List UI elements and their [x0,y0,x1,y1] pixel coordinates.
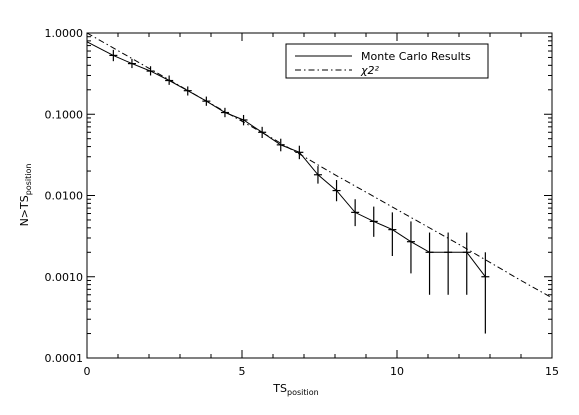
y-axis-label: N>TSposition [18,164,33,227]
x-axis-label-sub: position [287,388,319,397]
legend-box [285,43,489,79]
y-axis-ticks: 1.0000 0.1000 0.0100 0.0010 0.0001 [45,27,552,365]
y-axis-label-main: N>TS [18,195,31,226]
x-tick-label: 15 [545,365,559,378]
plot-frame [86,32,553,359]
y-tick-label: 0.0010 [45,271,84,284]
x-axis-ticks: 0 5 10 15 [84,33,559,378]
legend-label-monte-carlo: Monte Carlo Results [361,50,471,63]
series-line-1 [86,32,553,299]
y-axis-label-sub: position [24,164,33,196]
x-tick-label: 0 [84,365,91,378]
y-tick-label: 0.0001 [45,352,84,365]
x-tick-label: 10 [390,365,404,378]
legend-label-chi2: χ2² [360,64,380,77]
y-tick-label: 1.0000 [45,27,84,40]
y-tick-label: 0.0100 [45,190,84,203]
x-axis-label: TSposition [272,382,318,397]
y-tick-label: 0.1000 [45,108,84,121]
x-axis-label-main: TS [272,382,287,395]
series-layer [86,32,553,334]
legend: Monte Carlo Results χ2² [285,43,489,79]
x-tick-label: 5 [239,365,246,378]
